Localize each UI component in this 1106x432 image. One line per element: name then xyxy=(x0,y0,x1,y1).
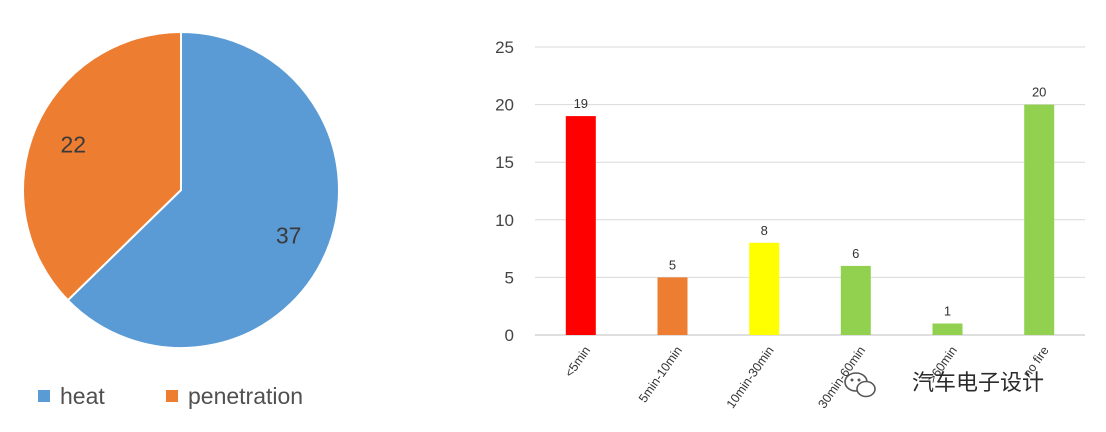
x-tick-label: 10min-30min xyxy=(724,344,777,411)
bar-data-label: 5 xyxy=(669,257,676,272)
x-tick-label: <5min xyxy=(562,344,593,380)
bar-data-label: 20 xyxy=(1032,85,1046,100)
legend-swatch-heat xyxy=(38,390,50,402)
bar-chart: 0 5 10 15 20 25 19 <5min 5 5min-10min 8 10min-30min… xyxy=(495,38,1085,411)
legend-label-heat: heat xyxy=(60,383,105,409)
pie-data-label-penetration: 22 xyxy=(61,132,87,158)
legend-label-penetration: penetration xyxy=(188,383,303,409)
y-tick-label: 0 xyxy=(505,326,514,345)
x-tick-label: 30min-60min xyxy=(815,344,868,411)
wechat-icon xyxy=(844,372,876,398)
bar-data-label: 8 xyxy=(761,223,768,238)
bar-data-label: 6 xyxy=(852,246,859,261)
watermark-text: 汽车电子设计 xyxy=(912,371,1044,396)
y-tick-label: 15 xyxy=(495,153,514,172)
bar xyxy=(749,242,780,335)
pie-slice-penetration xyxy=(22,30,182,302)
bar xyxy=(1024,104,1055,335)
watermark: 汽车电子设计 xyxy=(844,371,1044,398)
y-tick-label: 20 xyxy=(495,96,514,115)
pie-slice-heat xyxy=(66,30,340,349)
bar-data-label: 1 xyxy=(944,304,951,319)
bar xyxy=(932,323,963,335)
y-tick-label: 10 xyxy=(495,211,514,230)
pie-chart: 37 22 xyxy=(22,30,340,349)
pie-data-label-heat: 37 xyxy=(276,223,302,249)
bar xyxy=(565,116,596,335)
y-tick-label: 5 xyxy=(505,268,514,287)
y-tick-label: 25 xyxy=(495,38,514,57)
bar-data-label: 19 xyxy=(574,96,588,111)
bar xyxy=(657,277,688,335)
pie-legend: heat penetration xyxy=(38,383,303,409)
legend-swatch-penetration xyxy=(166,390,178,402)
bar xyxy=(840,265,871,335)
x-tick-label: 5min-10min xyxy=(636,344,685,406)
